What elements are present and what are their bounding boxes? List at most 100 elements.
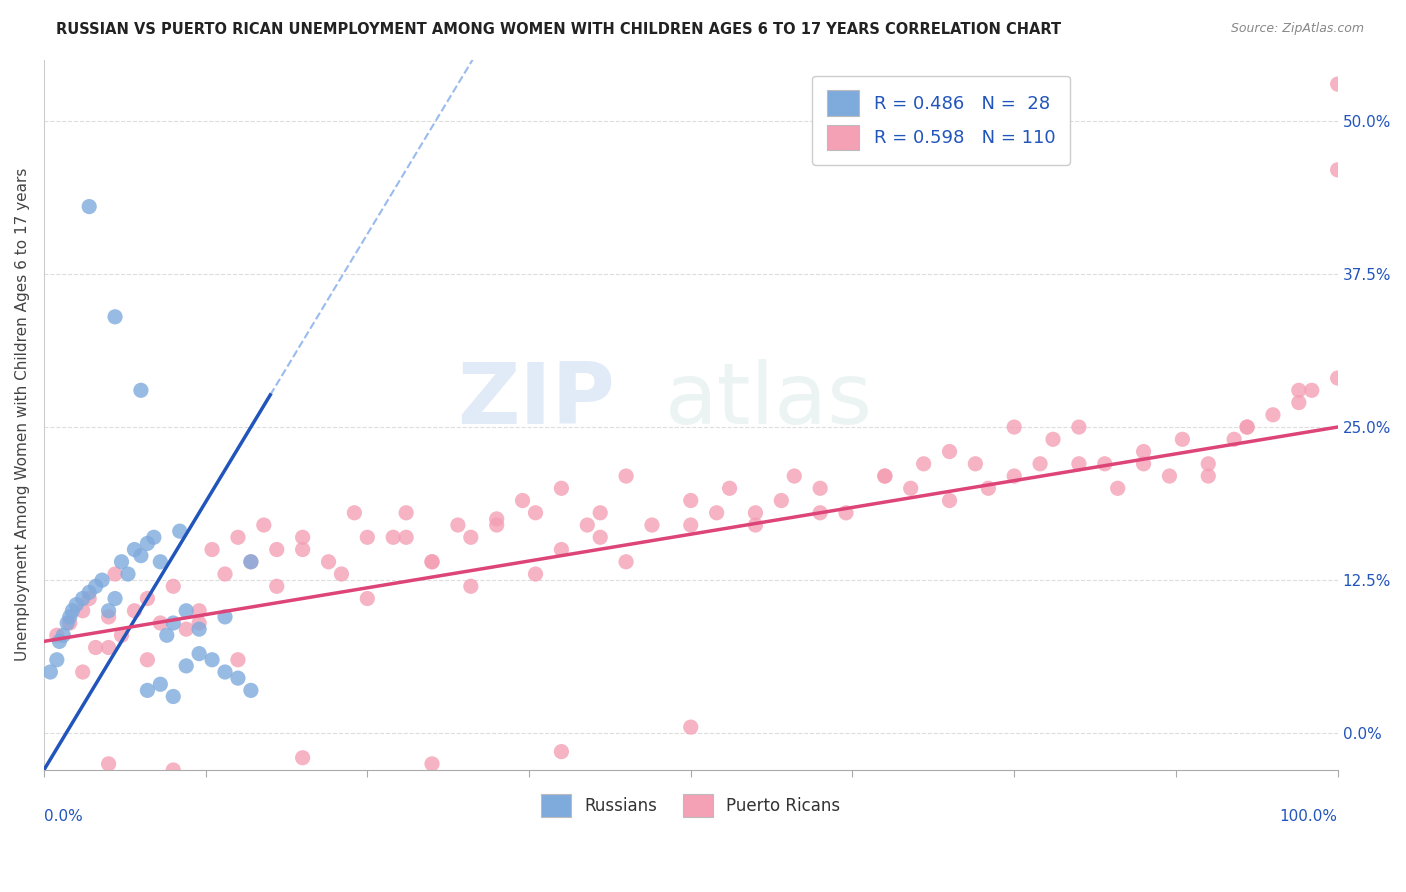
Point [136, 653, 159, 667]
Point [447, 518, 470, 533]
Point [485, 512, 508, 526]
Point [1288, 395, 1310, 409]
Point [576, 518, 599, 533]
Point [679, 518, 702, 533]
Point [1288, 384, 1310, 398]
Point [485, 518, 508, 533]
Point [1067, 457, 1090, 471]
Text: Source: ZipAtlas.com: Source: ZipAtlas.com [1230, 22, 1364, 36]
Point [460, 579, 482, 593]
Point [201, 653, 224, 667]
Point [110, 628, 132, 642]
Point [45, 628, 67, 642]
Point [938, 493, 960, 508]
Point [679, 493, 702, 508]
Text: ZIP: ZIP [457, 359, 614, 442]
Point [641, 518, 664, 533]
Point [356, 591, 378, 606]
Point [912, 457, 935, 471]
Point [1261, 408, 1284, 422]
Point [97, 640, 120, 655]
Point [1042, 432, 1064, 446]
Point [97, 604, 120, 618]
Point [1197, 469, 1219, 483]
Point [291, 750, 314, 764]
Point [1094, 457, 1116, 471]
Point [136, 683, 159, 698]
Point [188, 615, 211, 630]
Point [343, 506, 366, 520]
Point [65, 598, 87, 612]
Point [72, 665, 94, 679]
Point [614, 469, 637, 483]
Point [214, 567, 236, 582]
Point [1326, 371, 1348, 385]
Point [117, 567, 139, 582]
Point [291, 530, 314, 544]
Point [239, 555, 262, 569]
Point [72, 591, 94, 606]
Point [52, 628, 75, 642]
Point [239, 555, 262, 569]
Point [104, 591, 127, 606]
Point [744, 518, 766, 533]
Point [162, 690, 184, 704]
Point [679, 720, 702, 734]
Point [142, 530, 165, 544]
Point [162, 579, 184, 593]
Point [91, 573, 114, 587]
Point [84, 579, 107, 593]
Point [1132, 457, 1154, 471]
Point [239, 683, 262, 698]
Point [214, 610, 236, 624]
Text: 100.0%: 100.0% [1279, 809, 1337, 824]
Legend: Russians, Puerto Ricans: Russians, Puerto Ricans [533, 785, 848, 826]
Point [550, 745, 572, 759]
Point [938, 444, 960, 458]
Point [808, 506, 831, 520]
Point [1029, 457, 1052, 471]
Point [318, 555, 340, 569]
Text: RUSSIAN VS PUERTO RICAN UNEMPLOYMENT AMONG WOMEN WITH CHILDREN AGES 6 TO 17 YEAR: RUSSIAN VS PUERTO RICAN UNEMPLOYMENT AMO… [56, 22, 1062, 37]
Point [59, 610, 82, 624]
Point [104, 310, 127, 324]
Point [1197, 457, 1219, 471]
Point [136, 591, 159, 606]
Point [60, 604, 83, 618]
Point [395, 506, 418, 520]
Point [266, 579, 288, 593]
Point [1326, 162, 1348, 177]
Point [1171, 432, 1194, 446]
Point [162, 763, 184, 777]
Point [214, 665, 236, 679]
Point [174, 604, 197, 618]
Point [110, 555, 132, 569]
Point [169, 524, 191, 538]
Point [835, 506, 858, 520]
Point [77, 585, 100, 599]
Point [162, 615, 184, 630]
Point [589, 506, 612, 520]
Point [356, 530, 378, 544]
Text: atlas: atlas [665, 359, 872, 442]
Point [718, 481, 741, 495]
Point [873, 469, 896, 483]
Point [72, 604, 94, 618]
Point [59, 615, 82, 630]
Point [330, 567, 353, 582]
Point [201, 542, 224, 557]
Point [149, 615, 172, 630]
Point [1107, 481, 1129, 495]
Point [188, 604, 211, 618]
Point [744, 506, 766, 520]
Point [1002, 469, 1025, 483]
Point [291, 542, 314, 557]
Point [56, 615, 79, 630]
Point [614, 555, 637, 569]
Point [1132, 444, 1154, 458]
Point [129, 384, 152, 398]
Point [524, 567, 547, 582]
Point [808, 481, 831, 495]
Point [524, 506, 547, 520]
Point [84, 640, 107, 655]
